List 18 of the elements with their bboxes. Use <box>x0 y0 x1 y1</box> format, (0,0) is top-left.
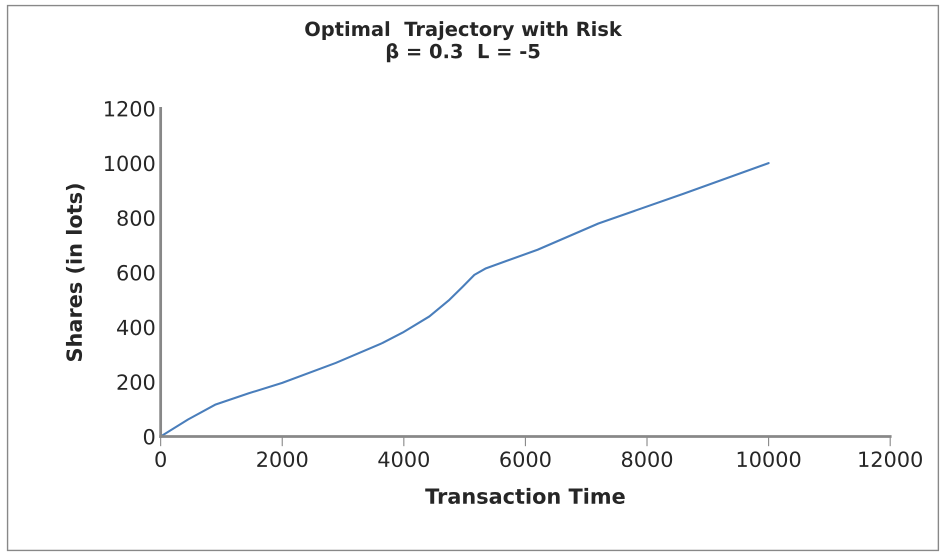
y-tick-label: 0 <box>144 428 154 445</box>
x-axis-title: Transaction Time <box>425 488 625 504</box>
y-tick-label: 1200 <box>105 100 154 117</box>
x-tick-label: 12000 <box>859 451 922 468</box>
y-tick-label: 600 <box>117 264 154 281</box>
x-tick-label: 2000 <box>257 451 308 468</box>
x-tick-label: 0 <box>155 451 166 468</box>
y-tick-label: 1000 <box>105 156 154 172</box>
y-tick-label: 800 <box>117 210 154 226</box>
y-axis-title: Shares (in lots) <box>66 184 85 361</box>
chart-title: Optimal Trajectory with Risk β = 0.3 L = -5 <box>305 21 622 62</box>
y-tick-label: 200 <box>118 374 154 390</box>
line-series <box>160 162 770 436</box>
x-tick-label: 8000 <box>622 451 672 468</box>
y-tick-label: 400 <box>117 320 154 336</box>
x-tick-label: 6000 <box>500 451 551 468</box>
x-tick-label: 10000 <box>738 451 800 468</box>
x-tick-label: 4000 <box>378 451 429 468</box>
